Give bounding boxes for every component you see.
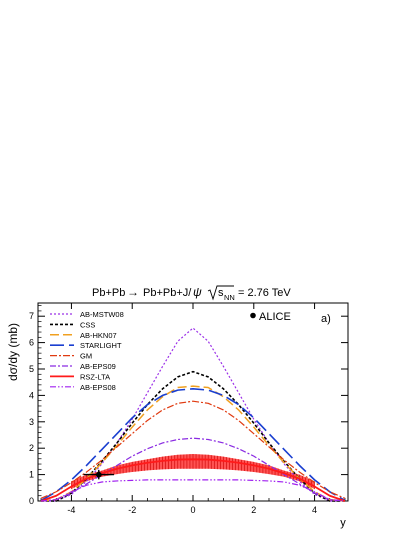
series-line-rsz-lta [40, 458, 346, 502]
legend-label-gm: GM [80, 352, 92, 361]
legend-label-rsz-lta: RSZ-LTA [80, 372, 110, 381]
x-tick-label: 2 [251, 505, 256, 515]
y-tick-label: 7 [29, 311, 34, 321]
alice-legend: ALICE [250, 311, 291, 323]
series-line-ab-eps09 [40, 437, 346, 502]
panel-label: a) [321, 313, 331, 325]
alice-data-point [95, 471, 102, 478]
series-lines [40, 327, 346, 502]
y-tick-label: 2 [29, 443, 34, 453]
y-tick-label: 4 [29, 390, 34, 400]
rsz-lta-band [71, 454, 315, 490]
legend-label-ab-hkn07: AB-HKN07 [80, 331, 117, 340]
title-energy-value: = 2.76 TeV [238, 287, 291, 299]
series-line-gm [40, 400, 346, 499]
legend-label-css: CSS [80, 320, 95, 329]
y-tick-label: 0 [29, 496, 34, 506]
y-axis-label: dσ/dy (mb) [6, 323, 20, 381]
legend-label-ab-eps08: AB-EPS08 [80, 383, 116, 392]
y-tick-label: 5 [29, 364, 34, 374]
title-psi: ψ [193, 285, 202, 299]
series-line-starlight [40, 387, 346, 502]
title-energy-subscript: NN [224, 293, 235, 302]
legend-label-ab-mstw08: AB-MSTW08 [80, 310, 124, 319]
x-tick-label: 0 [190, 505, 195, 515]
y-tick-label: 6 [29, 338, 34, 348]
data-points [83, 469, 114, 480]
x-axis-label: y [340, 517, 346, 529]
x-tick-label: -2 [128, 505, 136, 515]
x-tick-label: -4 [67, 505, 75, 515]
y-tick-label: 1 [29, 470, 34, 480]
title-process-suffix: Pb+Pb+J/ [143, 287, 192, 299]
alice-legend-marker [250, 312, 256, 319]
title-arrow: → [127, 285, 139, 299]
chart-title: Pb+Pb → Pb+Pb+J/ ψ s NN = 2.76 TeV [92, 285, 291, 302]
y-tick-label: 3 [29, 417, 34, 427]
legend-label-starlight: STARLIGHT [80, 341, 122, 350]
title-energy-symbol: s [218, 287, 224, 299]
legend-label-ab-eps09: AB-EPS09 [80, 362, 116, 371]
axis-ticks: -4 -2 0 2 4 0 1 2 3 4 5 6 7 [29, 303, 348, 515]
sqrt-sign-icon [207, 285, 234, 301]
title-process-prefix: Pb+Pb [92, 287, 125, 299]
alice-legend-label: ALICE [259, 311, 291, 323]
series-line-ab-eps08 [40, 479, 346, 502]
x-tick-label: 4 [312, 505, 317, 515]
series-line-ab-hkn07 [40, 385, 346, 502]
